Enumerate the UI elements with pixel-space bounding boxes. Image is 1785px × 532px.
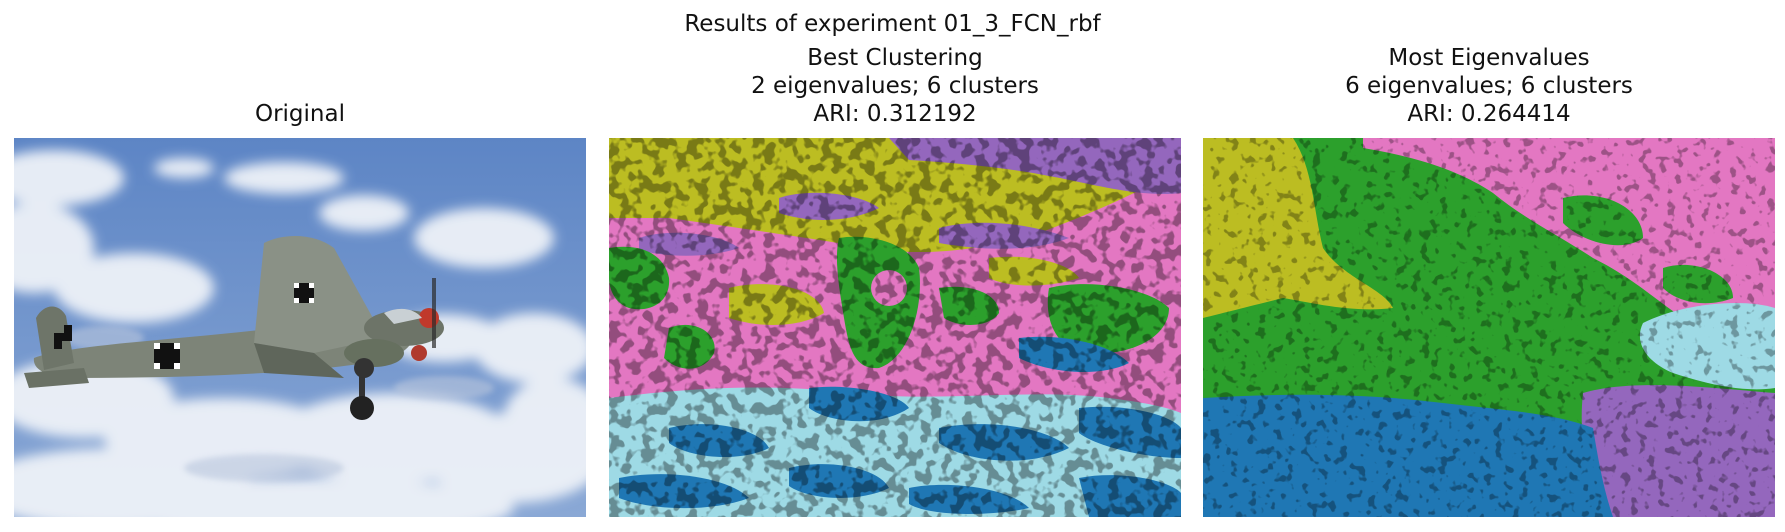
clouds [14, 150, 586, 517]
title-line: ARI: 0.264414 [1407, 101, 1571, 127]
title-line: Most Eigenvalues [1388, 45, 1590, 71]
title-line: 6 eigenvalues; 6 clusters [1345, 73, 1633, 99]
title-line: 2 eigenvalues; 6 clusters [751, 73, 1039, 99]
panel-title-most-eigenvalues: Most Eigenvalues 6 eigenvalues; 6 cluste… [1203, 44, 1775, 128]
panel-title-original: Original [14, 100, 586, 128]
cluster-label-map [1203, 138, 1775, 517]
cluster-label-map [609, 138, 1181, 517]
title-line: Best Clustering [807, 45, 983, 71]
figure-suptitle: Results of experiment 01_3_FCN_rbf [684, 11, 1101, 37]
title-line: Original [254, 101, 345, 127]
original-image [14, 138, 586, 517]
panel-title-best-clustering: Best Clustering 2 eigenvalues; 6 cluster… [609, 44, 1181, 128]
best-clustering-map [609, 138, 1181, 517]
airplane-photo [14, 138, 586, 517]
most-eigenvalues-map [1203, 138, 1775, 517]
airplane [24, 236, 444, 420]
title-line: ARI: 0.312192 [813, 101, 977, 127]
